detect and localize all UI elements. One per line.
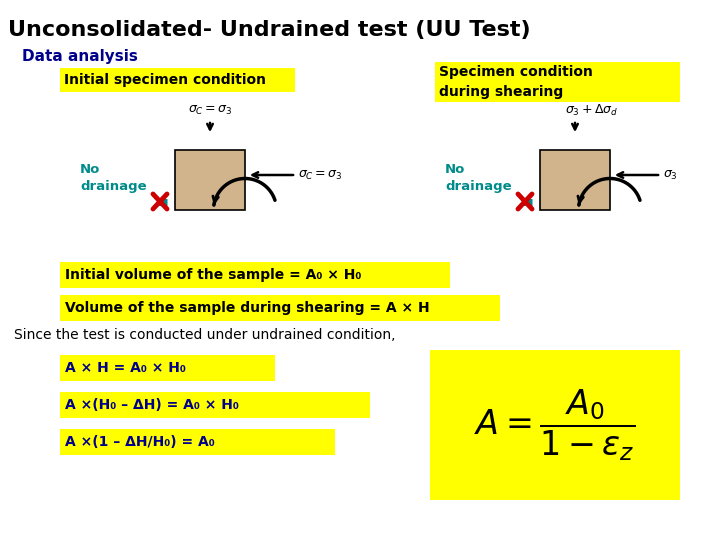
FancyBboxPatch shape xyxy=(540,150,610,210)
Text: Since the test is conducted under undrained condition,: Since the test is conducted under undrai… xyxy=(14,328,395,342)
FancyBboxPatch shape xyxy=(435,62,680,102)
Text: No
drainage: No drainage xyxy=(80,163,147,193)
Text: $\sigma_3 + \Delta\sigma_d$: $\sigma_3 + \Delta\sigma_d$ xyxy=(565,103,618,118)
Text: $A = \dfrac{A_0}{1 - \varepsilon_z}$: $A = \dfrac{A_0}{1 - \varepsilon_z}$ xyxy=(474,387,636,463)
Text: Unconsolidated- Undrained test (UU Test): Unconsolidated- Undrained test (UU Test) xyxy=(8,20,531,40)
Text: A × H = A₀ × H₀: A × H = A₀ × H₀ xyxy=(65,361,186,375)
FancyBboxPatch shape xyxy=(60,68,295,92)
FancyBboxPatch shape xyxy=(175,150,245,210)
Text: Initial volume of the sample = A₀ × H₀: Initial volume of the sample = A₀ × H₀ xyxy=(65,268,361,282)
Text: $\sigma_C = \sigma_3$: $\sigma_C = \sigma_3$ xyxy=(298,168,343,181)
FancyBboxPatch shape xyxy=(60,355,275,381)
FancyBboxPatch shape xyxy=(60,262,450,288)
Text: $\sigma_C = \sigma_3$: $\sigma_C = \sigma_3$ xyxy=(188,104,233,117)
FancyBboxPatch shape xyxy=(60,392,370,418)
Text: Volume of the sample during shearing = A × H: Volume of the sample during shearing = A… xyxy=(65,301,430,315)
FancyBboxPatch shape xyxy=(60,429,335,455)
FancyBboxPatch shape xyxy=(430,350,680,500)
Text: No
drainage: No drainage xyxy=(445,163,512,193)
Text: Data analysis: Data analysis xyxy=(22,49,138,64)
Text: A ×(H₀ – ΔH) = A₀ × H₀: A ×(H₀ – ΔH) = A₀ × H₀ xyxy=(65,398,239,412)
FancyBboxPatch shape xyxy=(60,295,500,321)
Text: A ×(1 – ΔH/H₀) = A₀: A ×(1 – ΔH/H₀) = A₀ xyxy=(65,435,215,449)
Text: Initial specimen condition: Initial specimen condition xyxy=(64,73,266,87)
Text: Specimen condition
during shearing: Specimen condition during shearing xyxy=(439,65,593,99)
Text: $\sigma_3$: $\sigma_3$ xyxy=(663,168,678,181)
